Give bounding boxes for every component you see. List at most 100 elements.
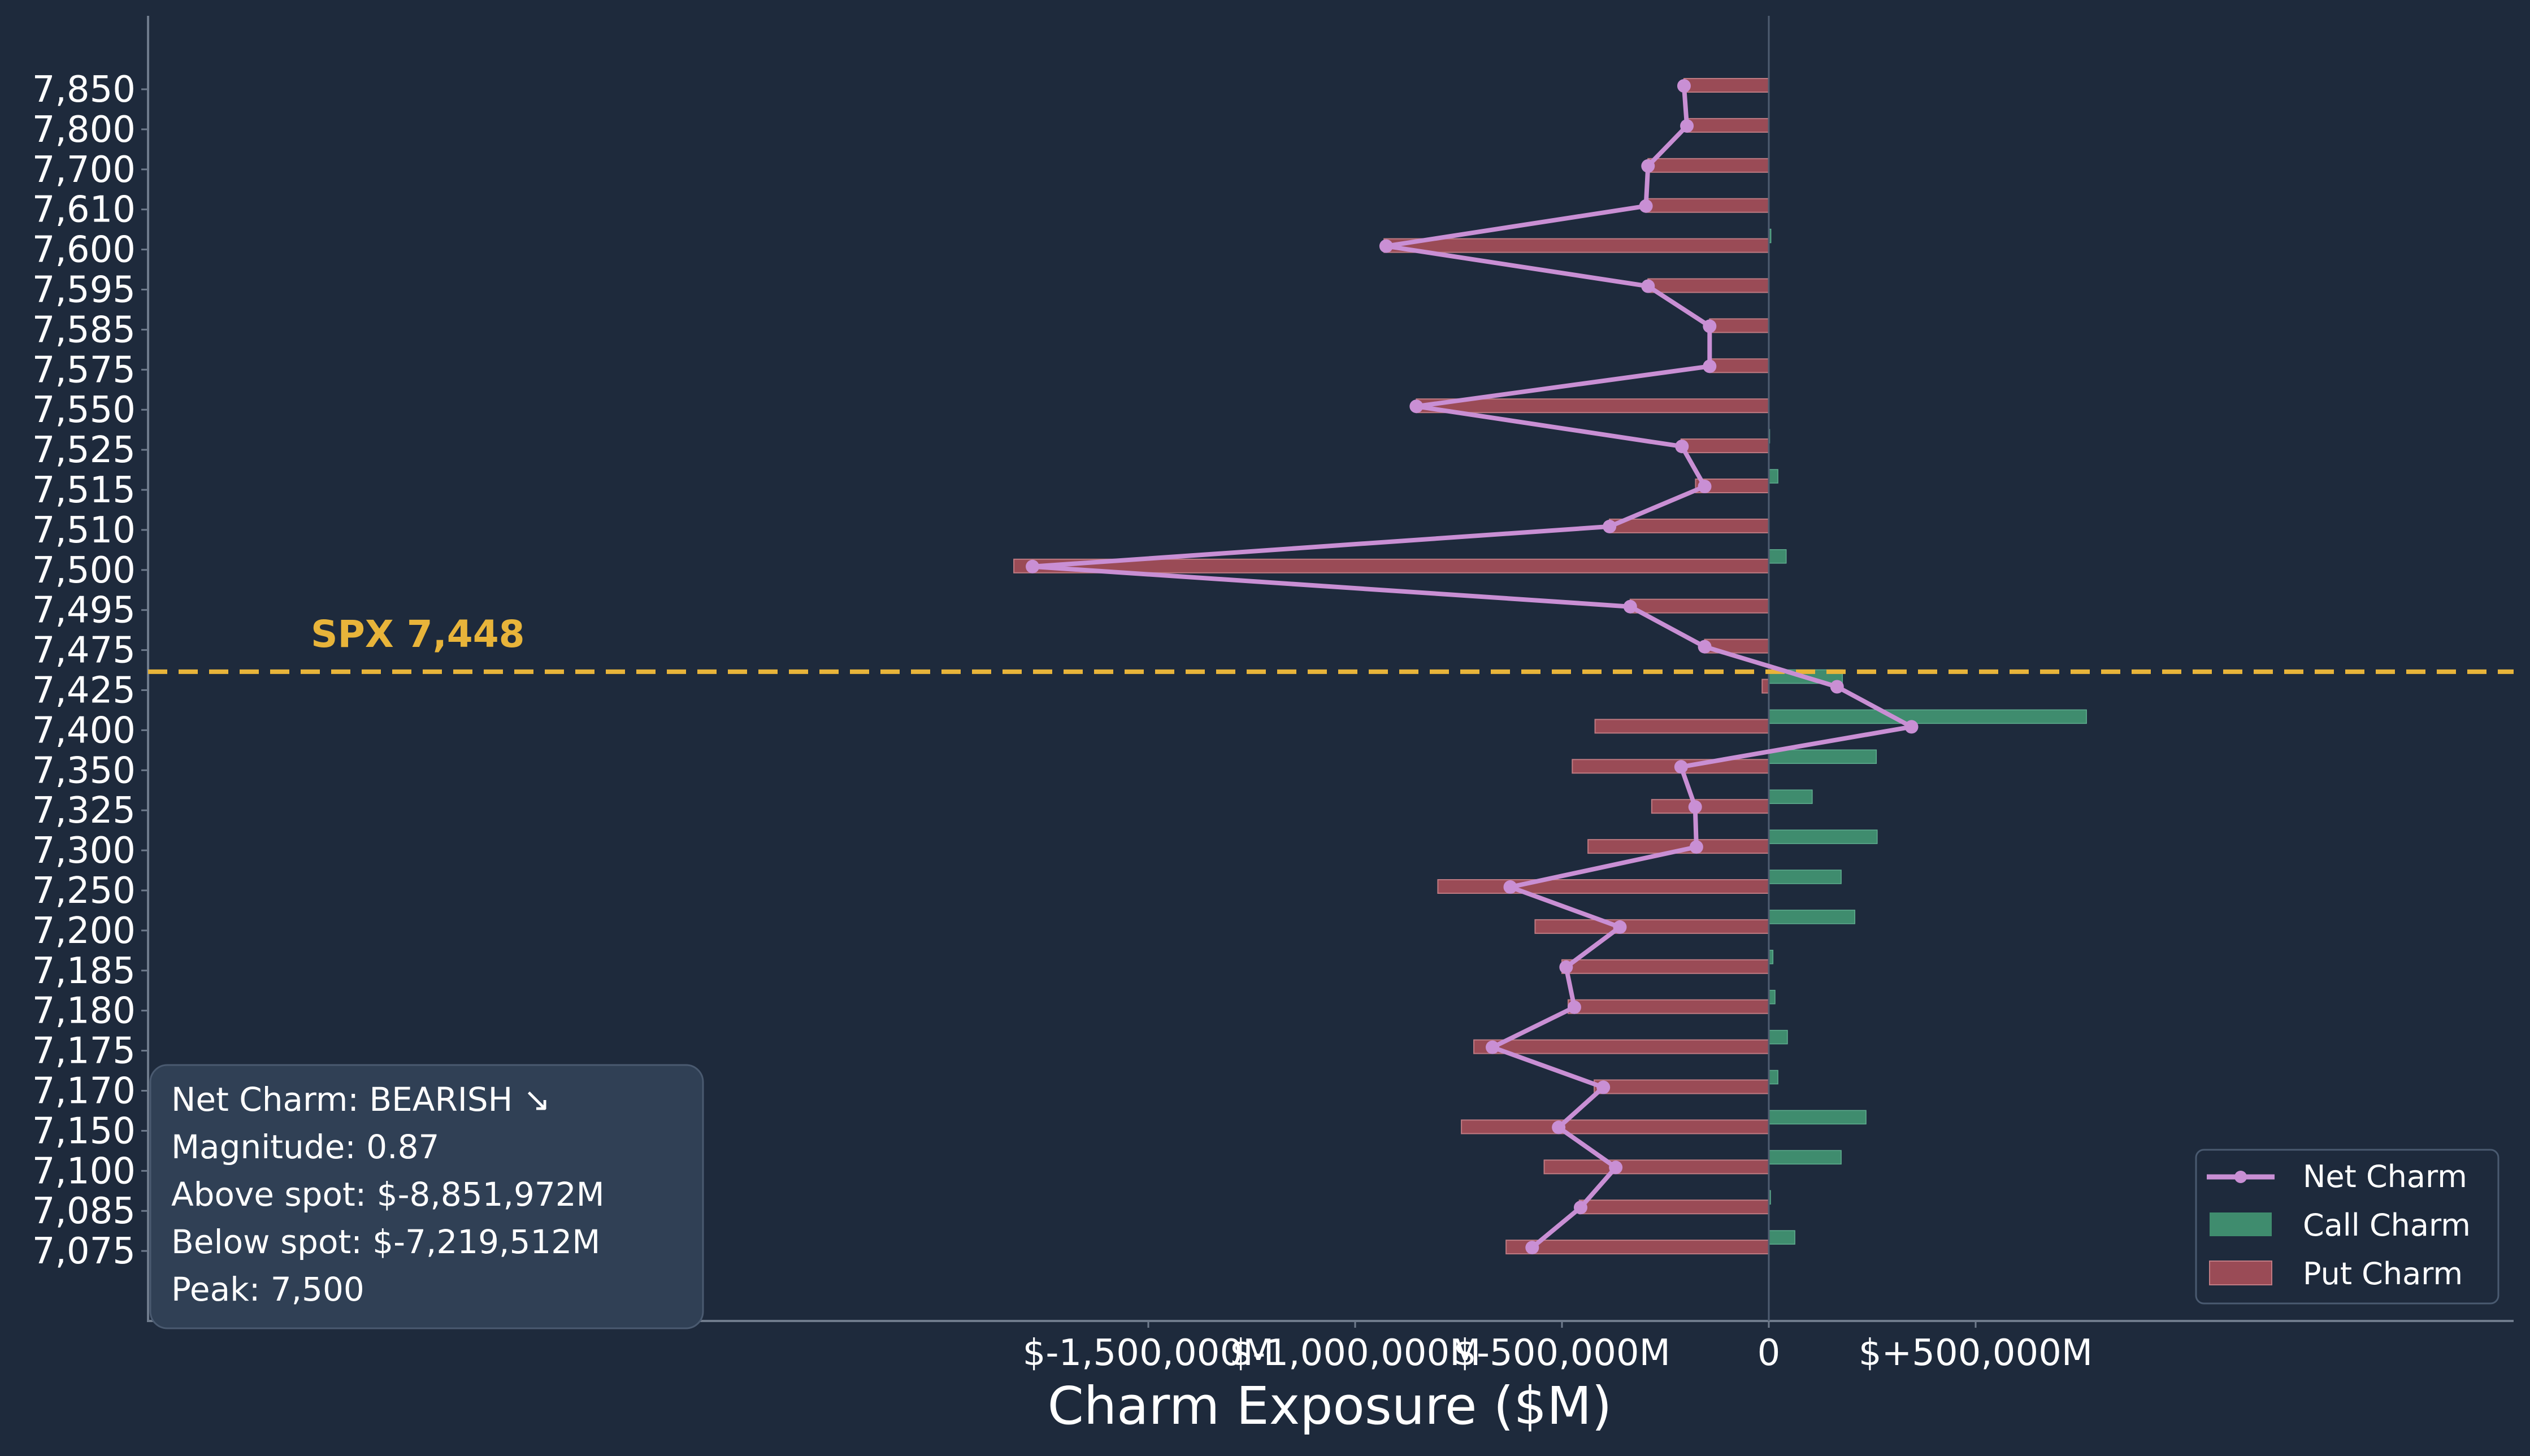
call-charm-bar [1768, 469, 1778, 484]
put-charm-bar [1680, 438, 1769, 454]
x-tick-label: $+500,000M [1859, 1332, 2093, 1374]
put-charm-bar [1594, 719, 1770, 734]
legend: Net Charm Call Charm Put Charm [2195, 1149, 2499, 1305]
x-tick-label: $-1,000,000M [1230, 1332, 1481, 1374]
net-charm-point [1623, 599, 1637, 614]
net-charm-line-layer [1026, 79, 1919, 1255]
net-charm-point [1680, 119, 1694, 133]
call-charm-bar [1768, 709, 2087, 724]
y-tick-label: 7,850 [32, 69, 136, 111]
y-tick-label: 7,075 [32, 1231, 136, 1272]
call-charm-bar [1768, 1110, 1867, 1125]
info-box: Net Charm: BEARISH ↘ Magnitude: 0.87 Abo… [149, 1064, 704, 1329]
net-charm-point [1830, 680, 1844, 694]
put-charm-bar [1383, 238, 1769, 253]
net-charm-point [1552, 1120, 1566, 1135]
net-charm-point [1613, 920, 1627, 934]
put-charm-bar [1505, 1240, 1769, 1255]
y-tick-label: 7,585 [32, 309, 136, 351]
call-charm-bar [1768, 1070, 1778, 1085]
net-charm-point [1609, 1161, 1623, 1175]
put-charm-bar [1543, 1159, 1769, 1175]
y-tick-label: 7,400 [32, 710, 136, 751]
y-tick-label: 7,595 [32, 270, 136, 311]
y-tick-label: 7,300 [32, 830, 136, 872]
net-charm-point [1603, 519, 1617, 533]
y-tick-label: 7,500 [32, 550, 136, 592]
put-charm-bar [1647, 278, 1770, 293]
info-line-peak: Peak: 7,500 [171, 1270, 364, 1309]
x-axis-label: Charm Exposure ($M) [1048, 1376, 1612, 1436]
call-charm-bar [1768, 910, 1856, 924]
net-charm-point [1689, 840, 1703, 854]
put-charm-bar [1461, 1119, 1769, 1135]
put-charm-bar [1683, 78, 1769, 93]
call-charm-bar [1768, 549, 1787, 564]
y-tick-label: 7,610 [32, 189, 136, 231]
net-charm-point [1703, 319, 1717, 333]
net-charm-point [1698, 640, 1712, 654]
call-charm-bar [1768, 1150, 1842, 1165]
y-tick-label: 7,550 [32, 389, 136, 431]
put-charm-bar [1651, 799, 1769, 814]
ticks-layer: 7,8507,8007,7007,6107,6007,5957,5857,575… [32, 69, 2093, 1374]
call-charm-bar [1768, 870, 1842, 884]
y-tick-label: 7,700 [32, 149, 136, 191]
spot-label: SPX 7,448 [311, 612, 525, 656]
legend-call-swatch [2210, 1212, 2272, 1236]
net-charm-point [1573, 1201, 1587, 1215]
net-charm-point [1675, 440, 1689, 454]
x-tick-label: $-1,500,000M [1023, 1332, 1274, 1374]
y-tick-label: 7,575 [32, 349, 136, 391]
legend-net-label: Net Charm [2303, 1159, 2467, 1194]
put-charm-bar [1645, 198, 1769, 213]
net-charm-point [1703, 359, 1717, 373]
net-charm-point [1559, 960, 1573, 974]
put-charm-bar [1473, 1039, 1769, 1054]
y-tick-label: 7,185 [32, 950, 136, 992]
net-charm-point [1688, 800, 1702, 814]
put-charm-bar [1686, 118, 1769, 133]
net-charm-point [1641, 159, 1655, 173]
net-charm-point [1525, 1241, 1539, 1255]
net-charm-line [1030, 85, 1914, 1250]
net-charm-point [1596, 1080, 1611, 1094]
net-charm-point [1641, 279, 1655, 293]
put-charm-bar [1629, 598, 1770, 614]
y-tick-label: 7,180 [32, 990, 136, 1032]
net-charm-point [1674, 760, 1688, 774]
net-charm-point [1698, 480, 1712, 493]
call-charm-bar [1768, 1029, 1788, 1045]
y-tick-label: 7,150 [32, 1110, 136, 1152]
call-charm-bar [1768, 789, 1813, 804]
legend-put-swatch [2209, 1261, 2272, 1285]
put-charm-bar [1647, 158, 1770, 173]
y-tick-label: 7,510 [32, 510, 136, 551]
y-tick-label: 7,800 [32, 109, 136, 151]
y-tick-label: 7,200 [32, 910, 136, 952]
y-tick-label: 7,600 [32, 229, 136, 271]
net-charm-point [1026, 559, 1040, 573]
legend-put-label: Put Charm [2303, 1256, 2463, 1292]
y-tick-label: 7,325 [32, 790, 136, 832]
y-tick-label: 7,475 [32, 630, 136, 672]
net-charm-point [1567, 1000, 1581, 1014]
call-charm-bar [1768, 989, 1776, 1005]
put-charm-bar [1709, 318, 1769, 333]
y-tick-label: 7,495 [32, 590, 136, 632]
call-charm-bar [1768, 749, 1877, 764]
call-charm-bar [1768, 1230, 1795, 1245]
net-charm-point [1904, 720, 1919, 734]
put-charm-bar [1761, 679, 1770, 694]
info-line-magnitude: Magnitude: 0.87 [171, 1128, 439, 1166]
put-charm-bar [1572, 759, 1770, 774]
put-charm-bar [1567, 999, 1769, 1014]
y-tick-label: 7,425 [32, 670, 136, 712]
call-charm-bar [1768, 829, 1878, 844]
info-line-above-spot: Above spot: $-8,851,972M [171, 1175, 605, 1214]
y-tick-label: 7,175 [32, 1031, 136, 1072]
y-tick-label: 7,085 [32, 1190, 136, 1232]
y-tick-label: 7,170 [32, 1071, 136, 1112]
x-tick-label: $-500,000M [1453, 1332, 1670, 1374]
